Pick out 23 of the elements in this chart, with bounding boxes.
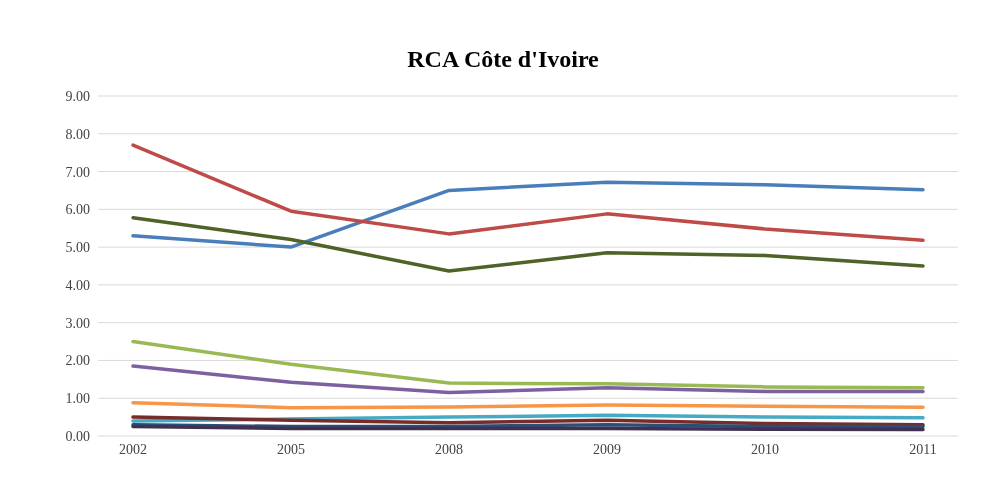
x-tick-label: 2008 <box>435 441 463 457</box>
x-tick-label: 2010 <box>751 441 779 457</box>
y-tick-label: 0.00 <box>65 428 90 444</box>
line-series <box>131 215 925 273</box>
line-series <box>131 415 925 427</box>
y-tick-label: 6.00 <box>65 202 90 218</box>
y-tick-label: 7.00 <box>65 164 90 180</box>
line-series <box>131 180 925 249</box>
line-series <box>131 364 925 395</box>
chart-title: RCA Côte d'Ivoire <box>406 45 600 74</box>
y-tick-label: 5.00 <box>65 240 90 256</box>
x-tick-label: 2002 <box>119 441 147 457</box>
y-tick-label: 1.00 <box>65 391 90 407</box>
line-series <box>131 143 925 243</box>
y-tick-label: 9.00 <box>65 88 90 104</box>
y-tick-label: 8.00 <box>65 126 90 142</box>
y-tick-label: 2.00 <box>65 353 90 369</box>
x-tick-label: 2009 <box>593 441 621 457</box>
x-tick-label: 2005 <box>277 441 305 457</box>
y-tick-label: 4.00 <box>65 277 90 293</box>
x-tick-label: 2011 <box>909 441 937 457</box>
line-series <box>131 339 925 390</box>
y-tick-label: 3.00 <box>65 315 90 331</box>
